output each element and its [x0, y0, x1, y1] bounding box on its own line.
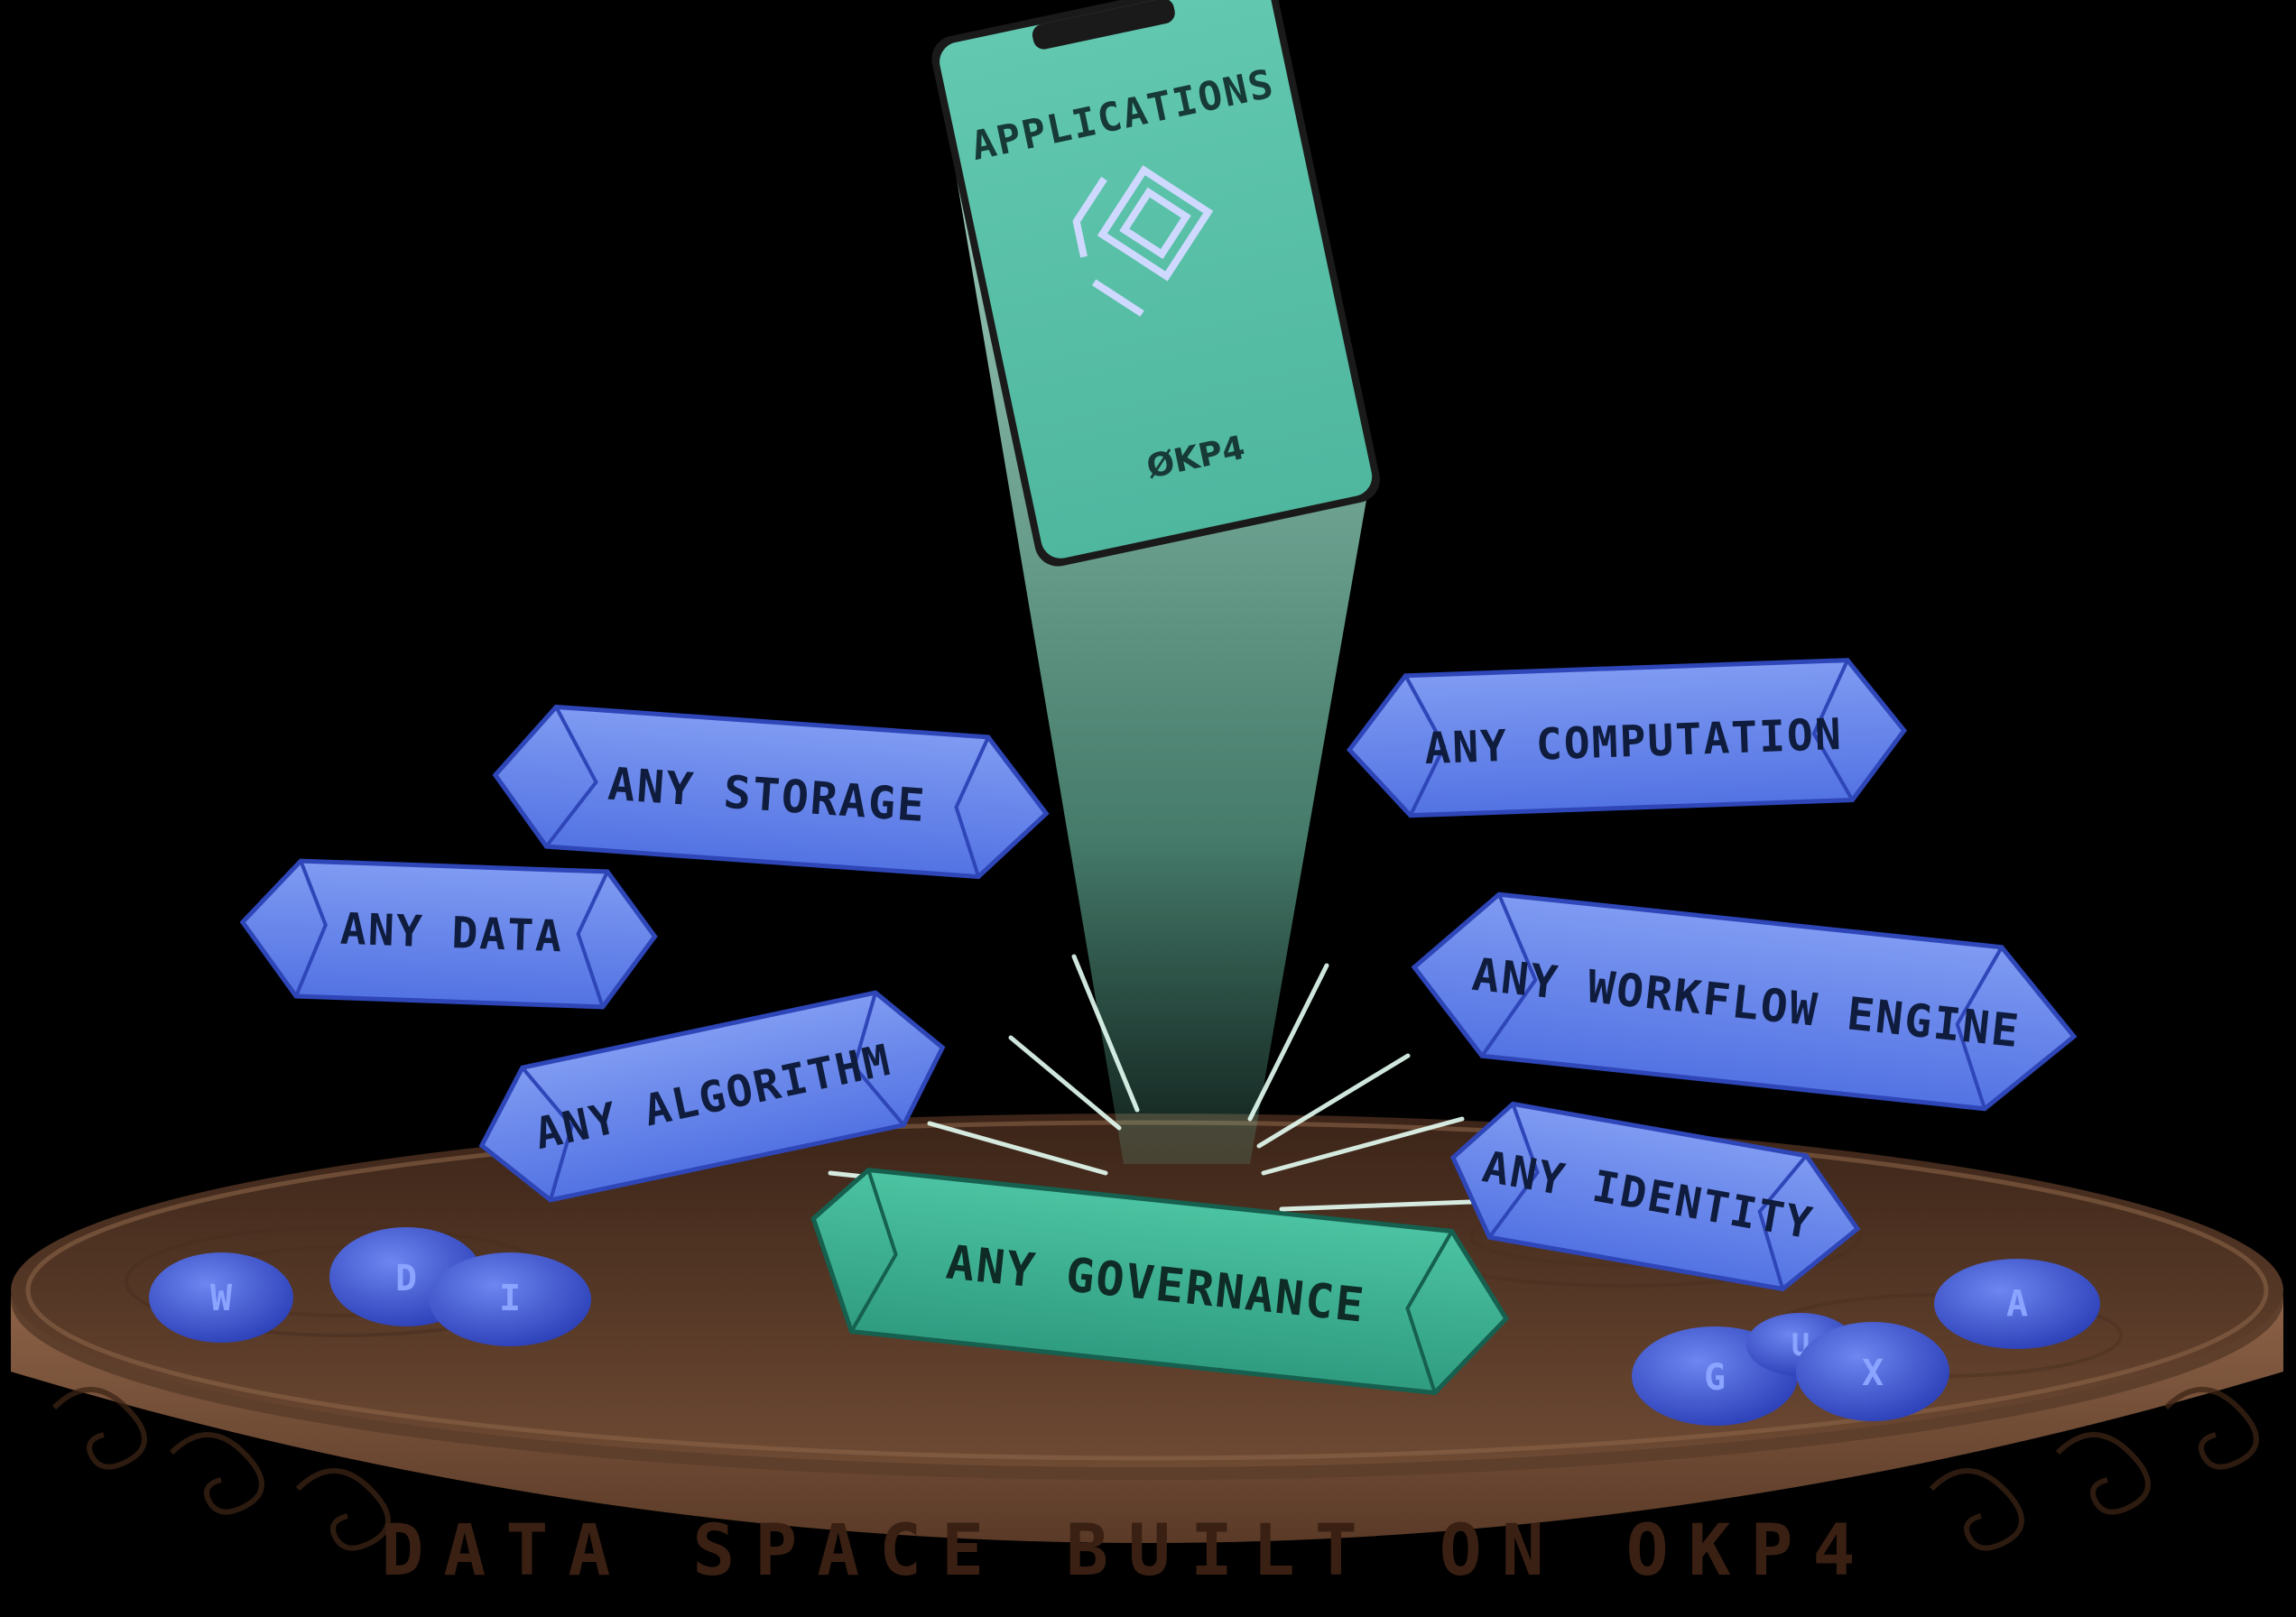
crystal-any-algorithm: ANY ALGORITHM [478, 990, 946, 1203]
rune-stone-g: G [1704, 1357, 1726, 1399]
rune-stone-w: W [210, 1278, 233, 1319]
crystal-any-workflow-engine: ANY WORKFLOW ENGINE [1411, 892, 2078, 1112]
crystal-any-identity: ANY IDENTITY [1449, 1101, 1861, 1292]
crystal-any-governance: ANY GOVERNANCE [810, 1167, 1510, 1396]
rune-stone-a: A [2006, 1283, 2028, 1325]
rune-stone-i: I [499, 1278, 521, 1319]
crystal-label-data: ANY DATA [339, 904, 564, 963]
rune-stone-x: X [1862, 1353, 1884, 1394]
crystal-any-data: ANY DATA [239, 858, 658, 1010]
crystal-any-storage: ANY STORAGE [492, 704, 1050, 880]
rune-stones-left: W D I [149, 1227, 591, 1346]
platform-rim-label: DATA SPACE BUILT ON OKP4 [381, 1511, 1875, 1592]
rune-stones-right: G U X A [1632, 1259, 2100, 1426]
crystal-any-computation: ANY COMPUTATION [1346, 658, 1907, 818]
rim-ornament [51, 1387, 2259, 1551]
rune-stone-d: D [395, 1258, 417, 1299]
okp4-logo-icon [1072, 165, 1214, 317]
applications-phone: APPLICATIONS ØKP4 [931, 0, 1380, 567]
